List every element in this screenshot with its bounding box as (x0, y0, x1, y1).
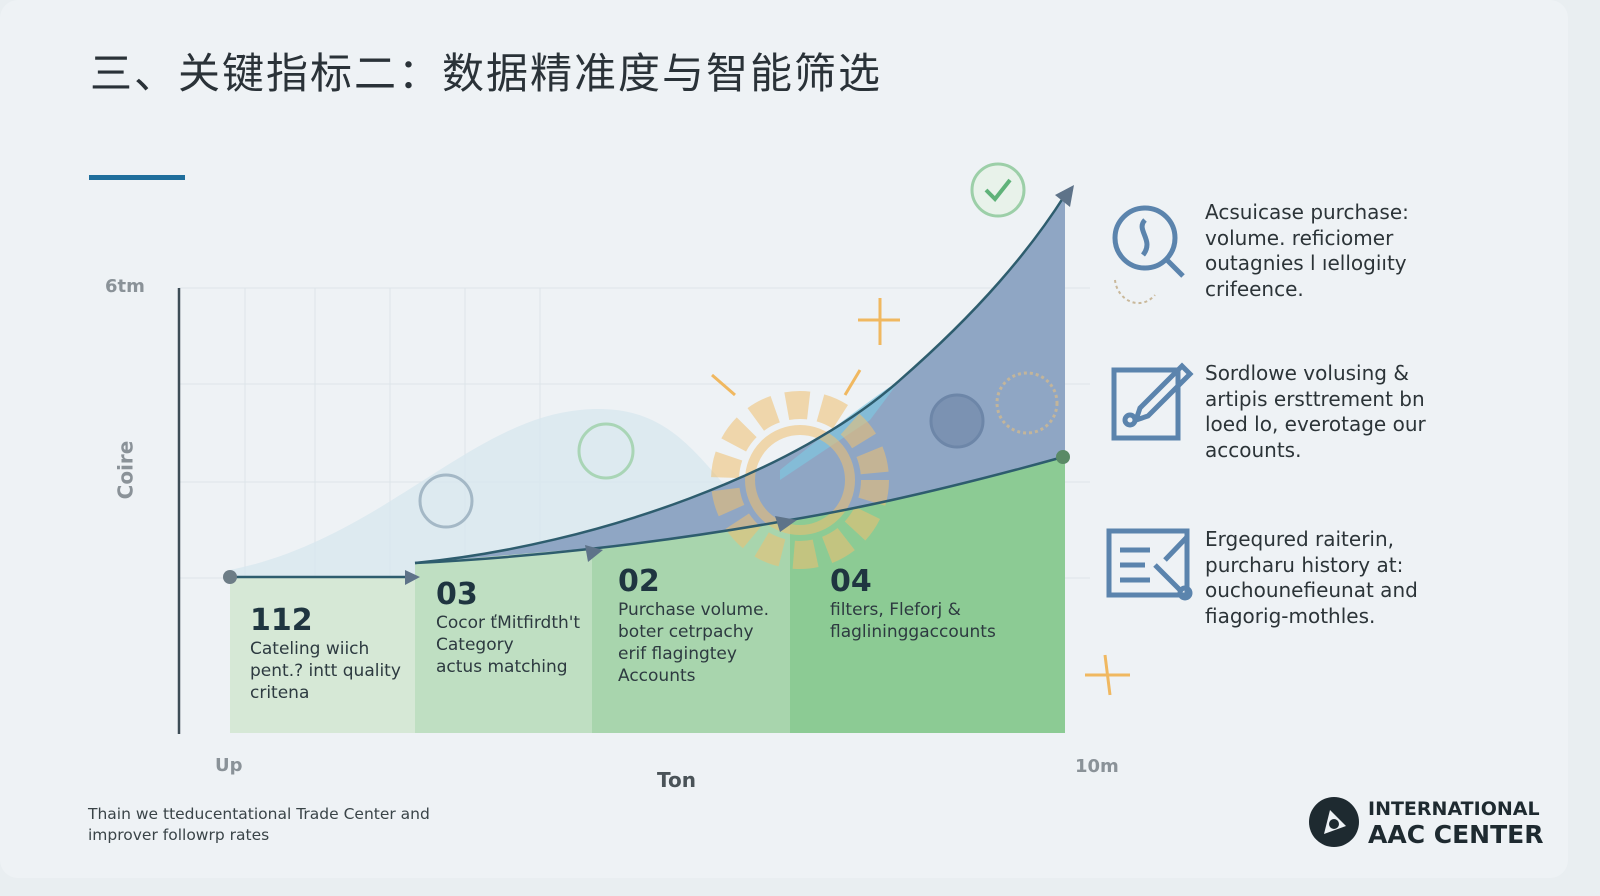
step-number: 04 (830, 564, 872, 599)
footer-note: Thain we tteducentational Trade Center a… (88, 804, 430, 846)
x-axis-right-label: 10m (1075, 756, 1119, 777)
document-filter-icon (1106, 528, 1193, 601)
step-number: 03 (436, 577, 478, 612)
title-underline (89, 175, 185, 180)
footer-line: Thain we tteducentational Trade Center a… (88, 805, 430, 823)
x-axis-label: Ton (657, 768, 696, 792)
step-block-3 (592, 520, 790, 733)
feature-text: Acsuicase purchase: volume. reficiomer o… (1205, 200, 1409, 301)
step-text: Category (436, 635, 514, 655)
y-axis-label: Coire (113, 440, 138, 500)
upper-trend-line (414, 194, 1067, 565)
step-text: filters, Fleforj & (830, 600, 961, 620)
logo: INTERNATIONAL AAC CENTER (1308, 796, 1543, 848)
step-text: critena (250, 683, 310, 703)
page-title: 三、关键指标二：数据精准度与智能筛选 (90, 49, 883, 98)
step-text: flaglininggaccounts (830, 622, 996, 642)
arrow-marker (775, 516, 797, 532)
step-text: erif flagingtey (618, 644, 737, 664)
growth-diagram (177, 162, 1370, 735)
logo-mark-icon (1309, 797, 1359, 847)
step-block-2 (415, 548, 592, 733)
arrow-marker (405, 570, 420, 585)
start-point (223, 570, 237, 584)
gear-decoration (711, 391, 889, 569)
step-block-1 (230, 577, 415, 733)
logo-line: INTERNATIONAL (1368, 798, 1540, 820)
step-text: Cateling wiich (250, 639, 370, 659)
step-2: 03 Cocor ťMitfirdth't Category actus mat… (436, 577, 580, 678)
y-axis-top-label: 6tm (105, 276, 145, 297)
step-text: Accounts (618, 666, 696, 686)
upper-area (415, 195, 1065, 563)
step-text: boter cetrpachy (618, 622, 754, 642)
step-text: Purchase volume. (618, 600, 769, 620)
logo-line: AAC CENTER (1368, 820, 1544, 849)
step-text: actus matching (436, 657, 568, 677)
step-number: 112 (250, 603, 313, 638)
step-number: 02 (618, 564, 660, 599)
magnifier-gear-icon (1112, 205, 1185, 305)
end-point (1056, 450, 1070, 464)
x-axis-left-label: Up (215, 755, 243, 776)
step-text: pent.? intt quality (250, 661, 401, 681)
feature-text: Ergequred raiterin, purcharu history at:… (1205, 527, 1418, 628)
orange-sparkles (711, 298, 1130, 696)
step-4: 04 filters, Fleforj & flaglininggaccount… (830, 564, 996, 643)
icon-badges (418, 162, 1059, 529)
step-1: 112 Cateling wiich pent.? intt quality c… (250, 603, 401, 704)
slide: 三、关键指标二：数据精准度与智能筛选 (88, 49, 1544, 848)
footer-line: improver followrp rates (88, 826, 270, 844)
trend-arrowhead (1055, 185, 1074, 207)
checklist-pencil-icon (1111, 362, 1194, 441)
feature-text: Sordlowe volusing & artipis ersttrement … (1205, 361, 1426, 462)
step-text: Cocor ťMitfirdth't (436, 613, 581, 633)
step-3: 02 Purchase volume. boter cetrpachy erif… (618, 564, 769, 687)
arrow-marker (585, 545, 603, 562)
